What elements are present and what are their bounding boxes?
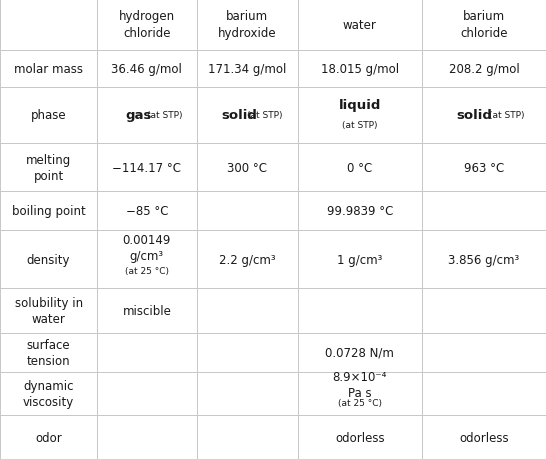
Bar [422, 333, 546, 372]
Bar [0, 88, 97, 144]
Text: barium
hydroxide: barium hydroxide [218, 11, 276, 40]
Text: 0.00149
g/cm³: 0.00149 g/cm³ [123, 233, 171, 263]
Text: 0.0728 N/m: 0.0728 N/m [325, 346, 394, 359]
Text: phase: phase [31, 109, 67, 122]
Bar [197, 230, 298, 288]
Bar [422, 288, 546, 333]
Text: −85 °C: −85 °C [126, 205, 168, 218]
Text: hydrogen
chloride: hydrogen chloride [119, 11, 175, 40]
Text: 2.2 g/cm³: 2.2 g/cm³ [219, 253, 275, 266]
Text: (at 25 °C): (at 25 °C) [125, 267, 169, 275]
Bar [197, 0, 298, 51]
Bar [197, 333, 298, 372]
Bar [298, 51, 422, 88]
Bar [298, 0, 422, 51]
Bar [0, 0, 97, 51]
Bar [422, 372, 546, 415]
Bar [197, 88, 298, 144]
Bar [197, 372, 298, 415]
Bar [97, 144, 197, 192]
Bar [422, 230, 546, 288]
Text: solid: solid [456, 109, 492, 122]
Text: surface
tension: surface tension [27, 338, 70, 367]
Text: 18.015 g/mol: 18.015 g/mol [321, 63, 399, 76]
Text: barium
chloride: barium chloride [460, 11, 508, 40]
Text: 3.856 g/cm³: 3.856 g/cm³ [448, 253, 520, 266]
Bar [0, 144, 97, 192]
Bar [298, 88, 422, 144]
Text: water: water [343, 19, 377, 32]
Bar [422, 0, 546, 51]
Text: 300 °C: 300 °C [227, 161, 267, 174]
Bar [197, 51, 298, 88]
Text: 36.46 g/mol: 36.46 g/mol [111, 63, 182, 76]
Bar [97, 51, 197, 88]
Bar [97, 88, 197, 144]
Text: (at STP): (at STP) [247, 111, 283, 120]
Text: (at STP): (at STP) [489, 111, 524, 120]
Bar [422, 51, 546, 88]
Text: density: density [27, 253, 70, 266]
Bar [0, 51, 97, 88]
Text: boiling point: boiling point [11, 205, 86, 218]
Bar [97, 333, 197, 372]
Bar [422, 144, 546, 192]
Text: (at STP): (at STP) [147, 111, 182, 120]
Text: gas: gas [126, 109, 152, 122]
Bar [197, 288, 298, 333]
Text: odor: odor [35, 431, 62, 444]
Text: solubility in
water: solubility in water [15, 297, 82, 325]
Bar [422, 192, 546, 230]
Bar [0, 372, 97, 415]
Bar [197, 144, 298, 192]
Text: −114.17 °C: −114.17 °C [112, 161, 181, 174]
Text: 208.2 g/mol: 208.2 g/mol [449, 63, 519, 76]
Text: dynamic
viscosity: dynamic viscosity [23, 379, 74, 408]
Text: 0 °C: 0 °C [347, 161, 372, 174]
Bar [0, 415, 97, 459]
Text: miscible: miscible [122, 304, 171, 317]
Bar [197, 192, 298, 230]
Bar [0, 333, 97, 372]
Bar [197, 415, 298, 459]
Bar [422, 88, 546, 144]
Bar [298, 372, 422, 415]
Text: melting
point: melting point [26, 153, 71, 182]
Bar [0, 230, 97, 288]
Bar [97, 415, 197, 459]
Text: 171.34 g/mol: 171.34 g/mol [208, 63, 286, 76]
Text: molar mass: molar mass [14, 63, 83, 76]
Text: solid: solid [221, 109, 257, 122]
Bar [97, 0, 197, 51]
Bar [97, 192, 197, 230]
Bar [298, 192, 422, 230]
Text: 963 °C: 963 °C [464, 161, 504, 174]
Bar [298, 333, 422, 372]
Bar [97, 230, 197, 288]
Text: 1 g/cm³: 1 g/cm³ [337, 253, 383, 266]
Bar [97, 372, 197, 415]
Text: odorless: odorless [335, 431, 384, 444]
Bar [0, 192, 97, 230]
Bar [298, 230, 422, 288]
Text: 8.9×10⁻⁴
Pa s: 8.9×10⁻⁴ Pa s [333, 370, 387, 399]
Text: odorless: odorless [459, 431, 509, 444]
Text: (at 25 °C): (at 25 °C) [338, 398, 382, 407]
Text: (at STP): (at STP) [342, 121, 378, 130]
Text: liquid: liquid [339, 99, 381, 112]
Bar [298, 415, 422, 459]
Bar [298, 144, 422, 192]
Bar [97, 288, 197, 333]
Bar [422, 415, 546, 459]
Text: 99.9839 °C: 99.9839 °C [327, 205, 393, 218]
Bar [0, 288, 97, 333]
Bar [298, 288, 422, 333]
